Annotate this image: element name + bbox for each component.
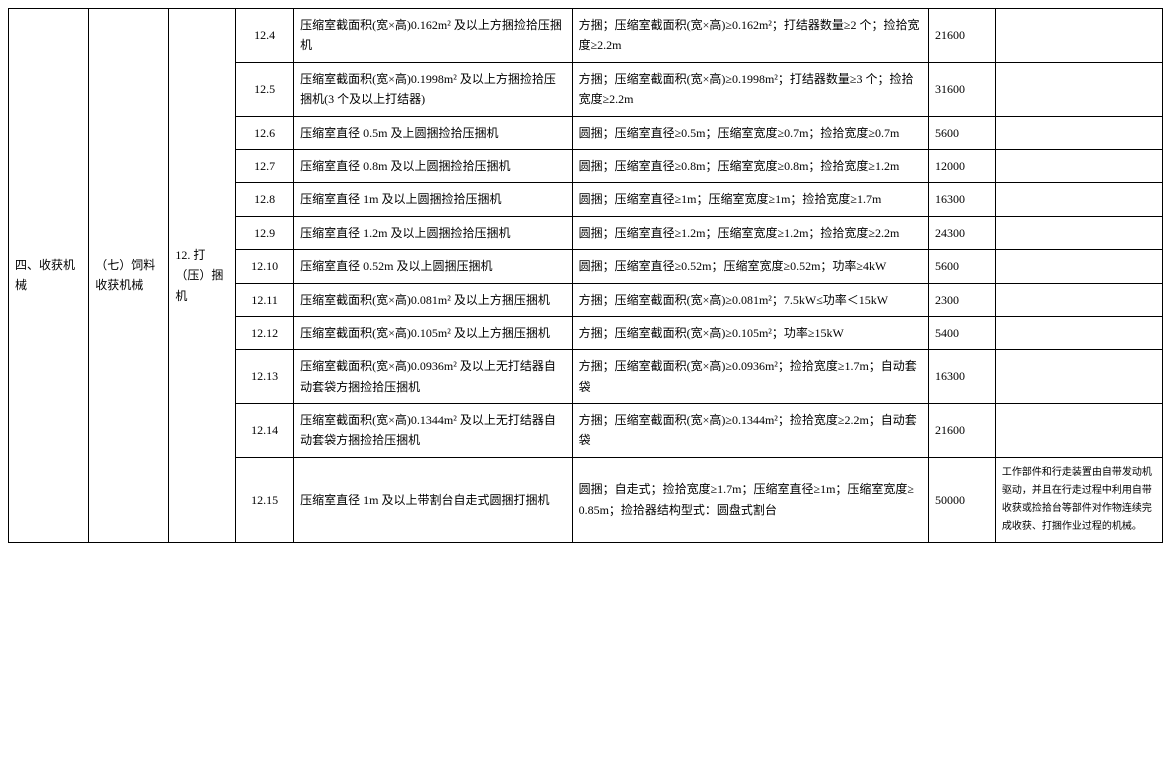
row-price: 21600	[929, 9, 996, 63]
row-price: 24300	[929, 216, 996, 249]
category-level3: 12. 打（压）捆机	[169, 9, 236, 543]
row-price: 31600	[929, 62, 996, 116]
row-name: 压缩室截面积(宽×高)0.0936m² 及以上无打结器自动套袋方捆捡拾压捆机	[294, 350, 572, 404]
row-name: 压缩室直径 1.2m 及以上圆捆捡拾压捆机	[294, 216, 572, 249]
row-note: 工作部件和行走装置由自带发动机驱动，并且在行走过程中利用自带收获或捡拾台等部件对…	[995, 457, 1162, 542]
row-spec: 圆捆；压缩室直径≥0.8m；压缩室宽度≥0.8m；捡拾宽度≥1.2m	[572, 149, 928, 182]
row-id: 12.14	[236, 404, 294, 458]
row-price: 50000	[929, 457, 996, 542]
row-price: 16300	[929, 183, 996, 216]
row-price: 12000	[929, 149, 996, 182]
row-name: 压缩室截面积(宽×高)0.162m² 及以上方捆捡拾压捆机	[294, 9, 572, 63]
category-level2: （七）饲料收获机械	[89, 9, 169, 543]
row-note	[995, 183, 1162, 216]
row-name: 压缩室直径 1m 及以上圆捆捡拾压捆机	[294, 183, 572, 216]
row-spec: 圆捆；压缩室直径≥1.2m；压缩室宽度≥1.2m；捡拾宽度≥2.2m	[572, 216, 928, 249]
row-spec: 方捆；压缩室截面积(宽×高)≥0.0936m²；捡拾宽度≥1.7m；自动套袋	[572, 350, 928, 404]
row-id: 12.6	[236, 116, 294, 149]
row-name: 压缩室直径 1m 及以上带割台自走式圆捆打捆机	[294, 457, 572, 542]
subsidy-table: 四、收获机械（七）饲料收获机械12. 打（压）捆机12.4压缩室截面积(宽×高)…	[8, 8, 1163, 543]
row-price: 16300	[929, 350, 996, 404]
row-id: 12.13	[236, 350, 294, 404]
row-name: 压缩室截面积(宽×高)0.105m² 及以上方捆压捆机	[294, 316, 572, 349]
row-note	[995, 316, 1162, 349]
category-level1: 四、收获机械	[9, 9, 89, 543]
row-name: 压缩室直径 0.52m 及以上圆捆压捆机	[294, 250, 572, 283]
row-spec: 方捆；压缩室截面积(宽×高)≥0.1998m²；打结器数量≥3 个；捡拾宽度≥2…	[572, 62, 928, 116]
table-row: 四、收获机械（七）饲料收获机械12. 打（压）捆机12.4压缩室截面积(宽×高)…	[9, 9, 1163, 63]
row-note	[995, 250, 1162, 283]
row-id: 12.7	[236, 149, 294, 182]
row-note	[995, 404, 1162, 458]
row-price: 21600	[929, 404, 996, 458]
row-note	[995, 116, 1162, 149]
row-spec: 方捆；压缩室截面积(宽×高)≥0.162m²；打结器数量≥2 个；捡拾宽度≥2.…	[572, 9, 928, 63]
row-note	[995, 62, 1162, 116]
row-id: 12.5	[236, 62, 294, 116]
row-name: 压缩室截面积(宽×高)0.081m² 及以上方捆压捆机	[294, 283, 572, 316]
row-spec: 圆捆；压缩室直径≥1m；压缩室宽度≥1m；捡拾宽度≥1.7m	[572, 183, 928, 216]
row-price: 2300	[929, 283, 996, 316]
row-spec: 方捆；压缩室截面积(宽×高)≥0.1344m²；捡拾宽度≥2.2m；自动套袋	[572, 404, 928, 458]
row-spec: 方捆；压缩室截面积(宽×高)≥0.081m²；7.5kW≤功率＜15kW	[572, 283, 928, 316]
row-id: 12.4	[236, 9, 294, 63]
row-name: 压缩室截面积(宽×高)0.1998m² 及以上方捆捡拾压捆机(3 个及以上打结器…	[294, 62, 572, 116]
row-note	[995, 9, 1162, 63]
row-id: 12.9	[236, 216, 294, 249]
row-spec: 圆捆；压缩室直径≥0.52m；压缩室宽度≥0.52m；功率≥4kW	[572, 250, 928, 283]
row-note	[995, 350, 1162, 404]
row-id: 12.15	[236, 457, 294, 542]
row-note	[995, 216, 1162, 249]
row-price: 5400	[929, 316, 996, 349]
row-id: 12.10	[236, 250, 294, 283]
row-name: 压缩室直径 0.8m 及以上圆捆捡拾压捆机	[294, 149, 572, 182]
row-note	[995, 149, 1162, 182]
row-id: 12.11	[236, 283, 294, 316]
row-spec: 圆捆；自走式；捡拾宽度≥1.7m；压缩室直径≥1m；压缩室宽度≥0.85m；捡拾…	[572, 457, 928, 542]
row-id: 12.8	[236, 183, 294, 216]
row-id: 12.12	[236, 316, 294, 349]
row-spec: 方捆；压缩室截面积(宽×高)≥0.105m²；功率≥15kW	[572, 316, 928, 349]
row-name: 压缩室截面积(宽×高)0.1344m² 及以上无打结器自动套袋方捆捡拾压捆机	[294, 404, 572, 458]
row-spec: 圆捆；压缩室直径≥0.5m；压缩室宽度≥0.7m；捡拾宽度≥0.7m	[572, 116, 928, 149]
row-price: 5600	[929, 116, 996, 149]
row-name: 压缩室直径 0.5m 及上圆捆捡拾压捆机	[294, 116, 572, 149]
row-price: 5600	[929, 250, 996, 283]
row-note	[995, 283, 1162, 316]
